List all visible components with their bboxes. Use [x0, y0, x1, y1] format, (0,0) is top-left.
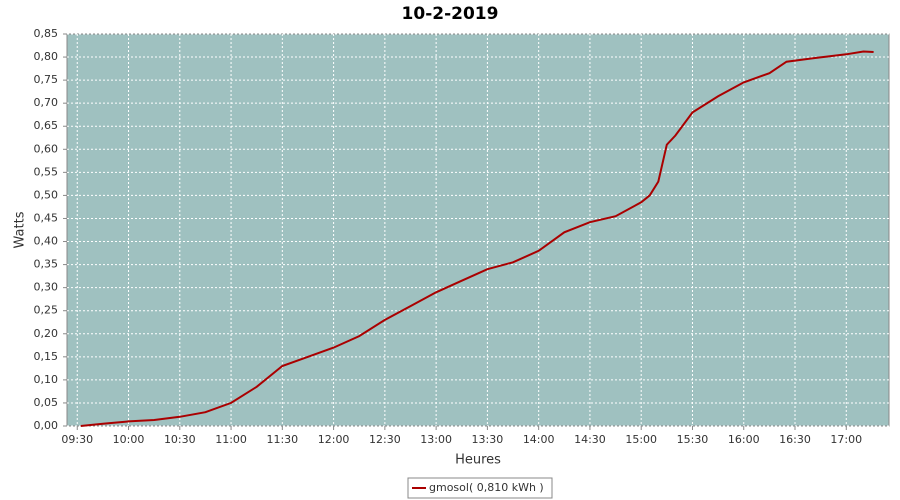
- x-tick-label: 11:30: [266, 433, 298, 446]
- y-tick-label: 0,15: [34, 350, 59, 363]
- y-tick-label: 0,30: [34, 281, 59, 294]
- y-tick-label: 0,45: [34, 211, 59, 224]
- x-tick-label: 12:30: [369, 433, 401, 446]
- y-tick-label: 0,40: [34, 235, 59, 248]
- x-axis-label: Heures: [455, 453, 501, 468]
- y-tick-label: 0,70: [34, 96, 59, 109]
- y-tick-label: 0,25: [34, 304, 59, 317]
- x-tick-label: 15:30: [677, 433, 709, 446]
- chart-title: 10-2-2019: [402, 4, 499, 24]
- y-tick-label: 0,75: [34, 73, 59, 86]
- y-tick-label: 0,20: [34, 327, 59, 340]
- x-tick-label: 10:30: [164, 433, 196, 446]
- x-tick-label: 12:00: [318, 433, 350, 446]
- x-tick-label: 15:00: [625, 433, 657, 446]
- data-line: [80, 50, 874, 427]
- y-tick-label: 0,05: [34, 396, 59, 409]
- y-tick-label: 0,55: [34, 165, 59, 178]
- x-tick-label: 11:00: [215, 433, 247, 446]
- y-tick-label: 0,35: [34, 258, 59, 271]
- y-tick-label: 0,65: [34, 119, 59, 132]
- y-tick-label: 0,60: [34, 142, 59, 155]
- x-tick-label: 10:00: [113, 433, 145, 446]
- y-axis-label: Watts: [13, 211, 28, 248]
- x-tick-label: 16:30: [779, 433, 811, 446]
- y-tick-label: 0,85: [34, 27, 59, 40]
- y-tick-label: 0,00: [34, 419, 59, 432]
- x-tick-label: 14:30: [574, 433, 606, 446]
- x-tick-label: 17:00: [830, 433, 862, 446]
- y-tick-label: 0,10: [34, 373, 59, 386]
- x-tick-label: 09:30: [61, 433, 93, 446]
- x-tick-label: 16:00: [728, 433, 760, 446]
- y-tick-label: 0,80: [34, 50, 59, 63]
- plot-area: [66, 33, 890, 427]
- legend-box: [407, 477, 553, 499]
- y-tick-label: 0,50: [34, 188, 59, 201]
- x-tick-label: 14:00: [523, 433, 555, 446]
- x-tick-label: 13:00: [420, 433, 452, 446]
- x-tick-label: 13:30: [472, 433, 504, 446]
- legend-label: gmosol( 0,810 kWh ): [429, 481, 544, 494]
